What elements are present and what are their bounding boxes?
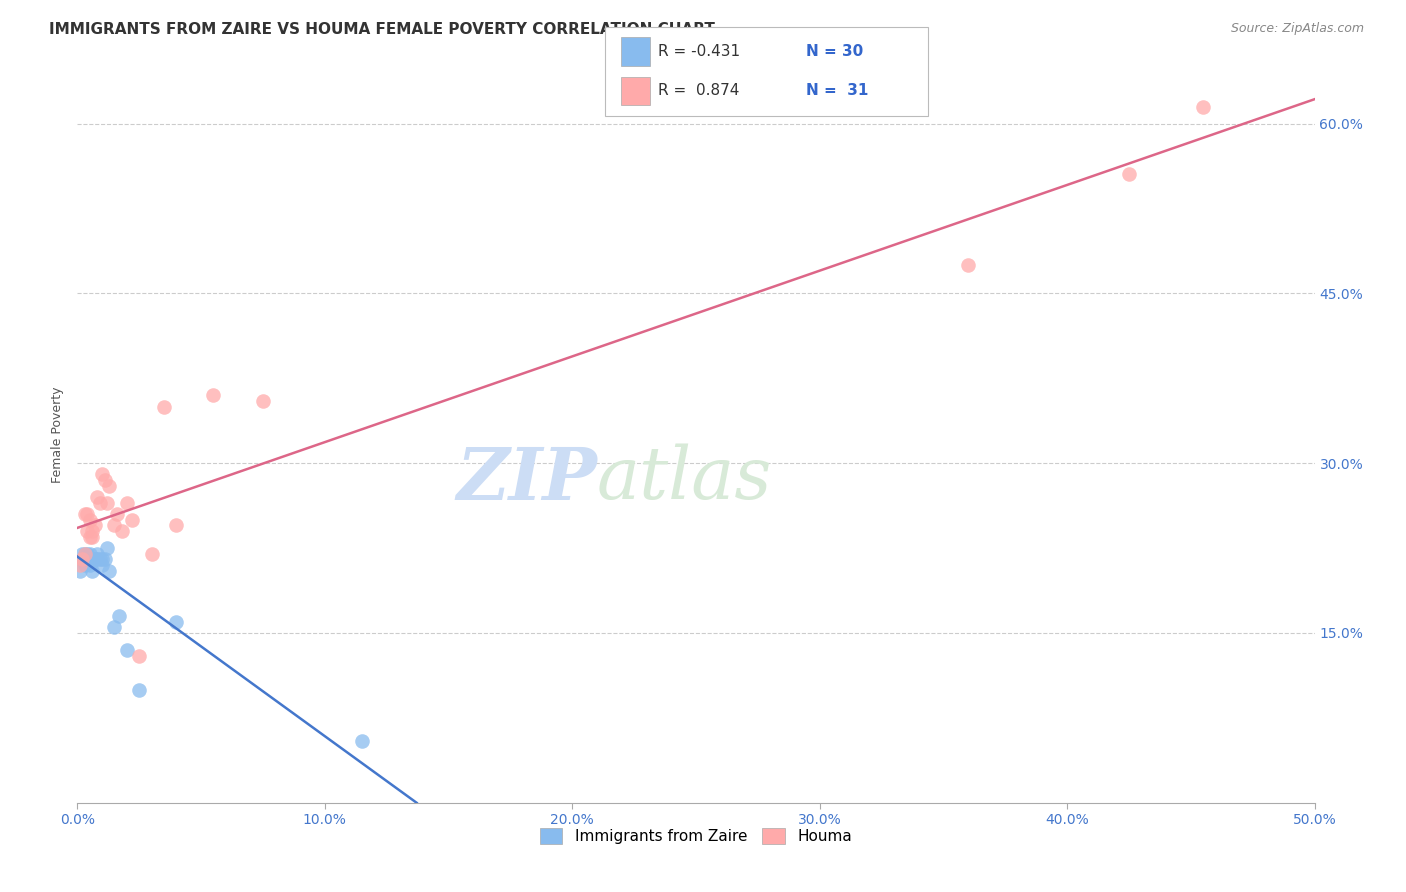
Point xyxy=(89,552,111,566)
Point xyxy=(105,507,128,521)
Point xyxy=(73,547,96,561)
Point xyxy=(93,473,115,487)
Y-axis label: Female Poverty: Female Poverty xyxy=(51,386,65,483)
Text: R =  0.874: R = 0.874 xyxy=(658,84,740,98)
Point xyxy=(82,564,104,578)
Point xyxy=(73,547,96,561)
Point xyxy=(115,643,138,657)
Point xyxy=(73,558,96,572)
Point xyxy=(111,524,134,538)
Point xyxy=(141,547,163,561)
Point xyxy=(153,400,176,414)
Point xyxy=(76,552,98,566)
Point xyxy=(83,552,105,566)
Point xyxy=(96,496,118,510)
Text: N = 30: N = 30 xyxy=(806,45,863,59)
Point xyxy=(73,552,96,566)
Point xyxy=(76,507,98,521)
Point xyxy=(72,547,94,561)
Point xyxy=(82,552,104,566)
Point xyxy=(103,620,125,634)
Point xyxy=(86,547,108,561)
Point xyxy=(83,518,105,533)
Point xyxy=(72,552,94,566)
Point xyxy=(91,552,114,566)
Point xyxy=(82,530,104,544)
Point xyxy=(76,552,98,566)
Point xyxy=(128,682,150,697)
Point xyxy=(91,467,114,482)
Point xyxy=(79,558,101,572)
Point xyxy=(79,552,101,566)
Text: atlas: atlas xyxy=(598,443,772,515)
Point xyxy=(115,496,138,510)
Point xyxy=(96,541,118,555)
Point xyxy=(89,496,111,510)
Text: N =  31: N = 31 xyxy=(806,84,868,98)
Point xyxy=(69,564,91,578)
Point xyxy=(76,547,98,561)
Point xyxy=(98,479,121,493)
Point xyxy=(76,524,98,538)
Point xyxy=(165,615,187,629)
Text: ZIP: ZIP xyxy=(456,443,598,515)
Point xyxy=(86,552,108,566)
Legend: Immigrants from Zaire, Houma: Immigrants from Zaire, Houma xyxy=(533,822,859,850)
Point xyxy=(79,547,101,561)
Point xyxy=(252,393,274,408)
Point xyxy=(121,513,143,527)
Text: IMMIGRANTS FROM ZAIRE VS HOUMA FEMALE POVERTY CORRELATION CHART: IMMIGRANTS FROM ZAIRE VS HOUMA FEMALE PO… xyxy=(49,22,716,37)
Point xyxy=(108,609,131,624)
Point xyxy=(103,518,125,533)
Point xyxy=(82,524,104,538)
Point xyxy=(79,530,101,544)
Point xyxy=(957,258,980,272)
Point xyxy=(86,490,108,504)
Point xyxy=(350,733,373,747)
Point xyxy=(165,518,187,533)
Point xyxy=(1192,99,1215,113)
Point xyxy=(69,558,91,572)
Point xyxy=(202,388,225,402)
Point xyxy=(83,552,105,566)
Text: Source: ZipAtlas.com: Source: ZipAtlas.com xyxy=(1230,22,1364,36)
Point xyxy=(91,558,114,572)
Point xyxy=(79,513,101,527)
Point xyxy=(93,552,115,566)
Point xyxy=(1118,168,1140,182)
Point xyxy=(72,552,94,566)
Text: R = -0.431: R = -0.431 xyxy=(658,45,740,59)
Point xyxy=(98,564,121,578)
Point xyxy=(73,507,96,521)
Point xyxy=(128,648,150,663)
